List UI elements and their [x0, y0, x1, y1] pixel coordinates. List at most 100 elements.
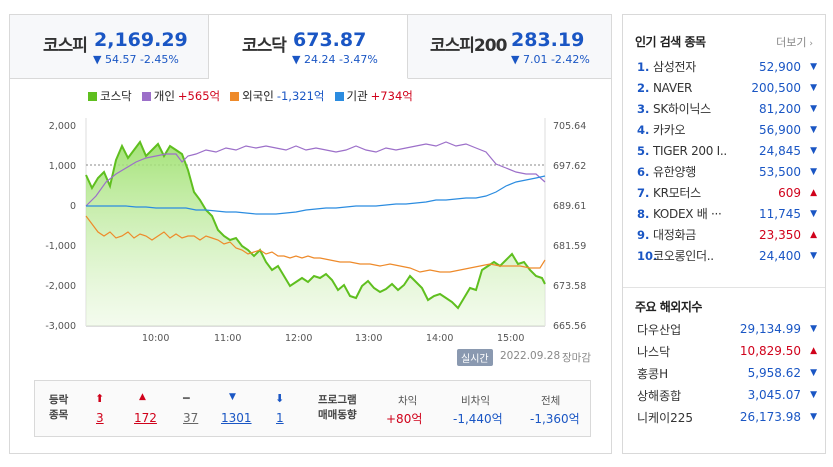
y-right-tick: 689.61	[553, 201, 587, 212]
program-total-value: -1,360억	[530, 412, 580, 426]
y-right-tick: 665.56	[553, 321, 587, 332]
legend-institution-label: 기관	[346, 89, 368, 103]
down-arrow-icon: ▼	[810, 166, 817, 177]
down-arrow-icon: ▼	[810, 250, 817, 261]
y-left-tick: -2,000	[45, 281, 76, 292]
popular-item[interactable]: 1. 삼성전자 52,900 ▼	[637, 59, 817, 75]
tab-kosdaq-value: 673.87	[293, 29, 367, 51]
x-tick: 10:00	[142, 333, 170, 344]
overseas-item[interactable]: 상해종합 3,045.07 ▼	[637, 388, 817, 403]
program-total-head: 전체	[541, 395, 561, 407]
market-breadth-box: 등락 종목 ⬆ 3 ▲ 172 ━ 37 ▼ 1301 ⬇ 1 프로그램 매매동향 …	[34, 380, 591, 437]
program-nonarbitrage-head: 비차익	[461, 395, 490, 407]
rise-count[interactable]: 172	[134, 411, 157, 425]
overseas-item[interactable]: 나스닥 10,829.50 ▲	[637, 344, 817, 359]
y-right-tick: 697.62	[553, 161, 587, 172]
fall-icon: ▼	[229, 392, 236, 402]
y-left-tick: 0	[69, 201, 76, 212]
tab-kospi200[interactable]: 코스피200 283.19 ▼ 7.01 -2.42%	[408, 15, 611, 79]
chart-legend: 코스닥 개인 +565억 외국인 -1,321억 기관 +734억	[88, 88, 413, 104]
overseas-item[interactable]: 니케이225 26,173.98 ▼	[637, 410, 817, 425]
overseas-item[interactable]: 홍콩H 5,958.62 ▼	[637, 366, 817, 381]
tab-kospi-name: 코스피	[43, 36, 88, 56]
popular-item[interactable]: 10. 코오롱인더.. 24,400 ▼	[637, 248, 817, 264]
up-arrow-icon: ▲	[810, 346, 817, 356]
fall-count[interactable]: 1301	[221, 411, 252, 425]
program-arbitrage-value: +80억	[386, 412, 423, 426]
legend-kosdaq-swatch	[88, 91, 97, 101]
legend-kosdaq[interactable]: 코스닥	[88, 88, 132, 104]
flat-count[interactable]: 37	[183, 411, 199, 425]
program-label: 프로그램 매매동향	[318, 394, 357, 421]
down-arrow-icon: ▼	[810, 103, 817, 114]
popular-item[interactable]: 7. KR모터스 609 ▲	[637, 185, 817, 201]
down-arrow-icon: ▼	[810, 124, 817, 135]
market-date: 2022.09.28	[500, 350, 561, 362]
tab-kospi200-value: 283.19	[511, 29, 585, 51]
flat-icon: ━	[183, 392, 190, 405]
legend-individual-value: +565억	[177, 89, 221, 103]
legend-individual-swatch	[141, 91, 151, 101]
y-left-tick: -1,000	[45, 241, 76, 252]
realtime-badge[interactable]: 실시간	[457, 349, 493, 366]
popular-item[interactable]: 8. KODEX 배 ··· 11,745 ▼	[637, 206, 817, 222]
program-nonarbitrage-value: -1,440억	[453, 412, 503, 426]
y-right-tick: 681.59	[553, 241, 587, 252]
popular-item[interactable]: 2. NAVER 200,500 ▼	[637, 80, 817, 95]
popular-item[interactable]: 9. 대정화금 23,350 ▲	[637, 227, 817, 243]
legend-kosdaq-label: 코스닥	[100, 89, 132, 103]
down-arrow-icon: ▼	[810, 208, 817, 219]
legend-institution-value: +734억	[370, 89, 413, 103]
y-left-tick: -3,000	[45, 321, 76, 332]
x-tick: 13:00	[355, 333, 383, 344]
index-tabs: 코스피 2,169.29 ▼ 54.57 -2.45% 코스닥 673.87 ▼…	[10, 15, 611, 79]
up-arrow-icon: ▲	[810, 229, 817, 240]
legend-foreign-swatch	[230, 91, 240, 101]
down-arrow-icon: ▼	[810, 412, 817, 422]
lower-limit-count[interactable]: 1	[276, 411, 284, 425]
tab-kosdaq[interactable]: 코스닥 673.87 ▼ 24.24 -3.47%	[209, 15, 408, 79]
overseas-item[interactable]: 다우산업 29,134.99 ▼	[637, 322, 817, 337]
more-link[interactable]: 더보기 ›	[776, 36, 813, 49]
x-tick: 14:00	[426, 333, 454, 344]
upper-limit-icon: ⬆	[95, 392, 105, 405]
x-tick: 12:00	[285, 333, 313, 344]
tab-kospi200-change: ▼ 7.01 -2.42%	[511, 53, 590, 66]
popular-title: 인기 검색 종목	[635, 35, 706, 49]
tab-kospi-change: ▼ 54.57 -2.45%	[93, 53, 179, 66]
y-left-tick: 2,000	[48, 121, 76, 132]
market-status: 장마감	[562, 352, 591, 364]
legend-foreign-label: 외국인	[242, 89, 274, 103]
overseas-title: 주요 해외지수	[635, 300, 702, 314]
y-right-tick: 705.64	[553, 121, 587, 132]
tab-kosdaq-name: 코스닥	[242, 36, 287, 56]
tab-kospi-value: 2,169.29	[94, 29, 188, 51]
popular-item[interactable]: 6. 유한양행 53,500 ▼	[637, 164, 817, 180]
chevron-right-icon: ›	[806, 39, 813, 49]
tab-kosdaq-change: ▼ 24.24 -3.47%	[292, 53, 378, 66]
rise-icon: ▲	[139, 392, 146, 402]
y-right-tick: 673.58	[553, 281, 587, 292]
upper-limit-count[interactable]: 3	[96, 411, 104, 425]
legend-foreign[interactable]: 외국인 -1,321억	[230, 88, 325, 104]
up-arrow-icon: ▲	[810, 187, 817, 198]
down-arrow-icon: ▼	[810, 82, 817, 93]
tab-kospi[interactable]: 코스피 2,169.29 ▼ 54.57 -2.45%	[10, 15, 209, 79]
popular-item[interactable]: 5. TIGER 200 I.. 24,845 ▼	[637, 143, 817, 158]
popular-item[interactable]: 4. 카카오 56,900 ▼	[637, 122, 817, 138]
legend-institution[interactable]: 기관 +734억	[334, 88, 413, 104]
down-arrow-icon: ▼	[810, 324, 817, 334]
tab-kospi200-name: 코스피200	[430, 36, 507, 56]
legend-individual[interactable]: 개인 +565억	[141, 88, 221, 104]
breadth-label: 등락 종목	[49, 394, 69, 421]
popular-item[interactable]: 3. SK하이닉스 81,200 ▼	[637, 101, 817, 117]
divider	[623, 287, 825, 288]
lower-limit-icon: ⬇	[275, 392, 285, 405]
side-panel: 인기 검색 종목 더보기 › 1. 삼성전자 52,900 ▼ 2. NAVER 200,…	[622, 14, 826, 454]
down-arrow-icon: ▼	[810, 368, 817, 378]
x-tick: 11:00	[214, 333, 242, 344]
program-arbitrage-head: 차익	[398, 395, 418, 407]
y-left-tick: 1,000	[48, 161, 76, 172]
down-arrow-icon: ▼	[810, 61, 817, 72]
index-panel: 코스피 2,169.29 ▼ 54.57 -2.45% 코스닥 673.87 ▼…	[9, 14, 612, 454]
